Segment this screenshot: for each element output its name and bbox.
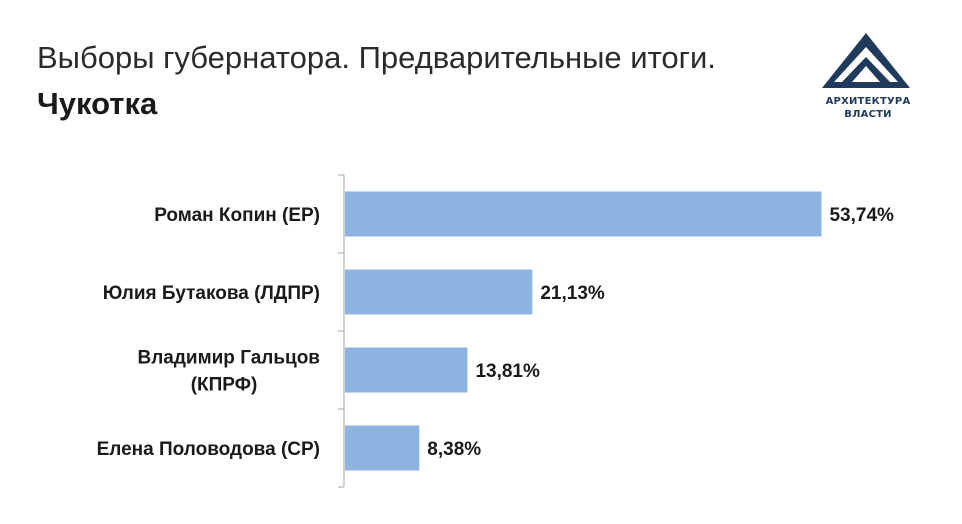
bar <box>345 191 822 237</box>
bar <box>345 425 420 471</box>
bar <box>345 347 468 393</box>
data-label: 53,74% <box>829 205 894 226</box>
bar <box>345 269 533 315</box>
category-label: Юлия Бутакова (ЛДПР) <box>103 283 320 304</box>
data-label: 21,13% <box>540 283 605 304</box>
category-label: (КПРФ) <box>191 375 258 396</box>
page-subtitle: Чукотка <box>37 86 158 121</box>
logo-text-line2: ВЛАСТИ <box>844 109 892 120</box>
category-label: Роман Копин (ЕР) <box>154 205 320 226</box>
logo-triangle-icon <box>822 33 910 88</box>
data-label: 13,81% <box>475 361 540 382</box>
logo-text-line1: АРХИТЕКТУРА <box>825 96 911 107</box>
page-title: Выборы губернатора. Предварительные итог… <box>37 40 716 75</box>
logo: АРХИТЕКТУРА ВЛАСТИ <box>818 30 918 125</box>
category-label: Елена Половодова (СР) <box>97 439 320 460</box>
data-label: 8,38% <box>427 439 481 460</box>
category-label: Владимир Гальцов <box>137 348 320 369</box>
